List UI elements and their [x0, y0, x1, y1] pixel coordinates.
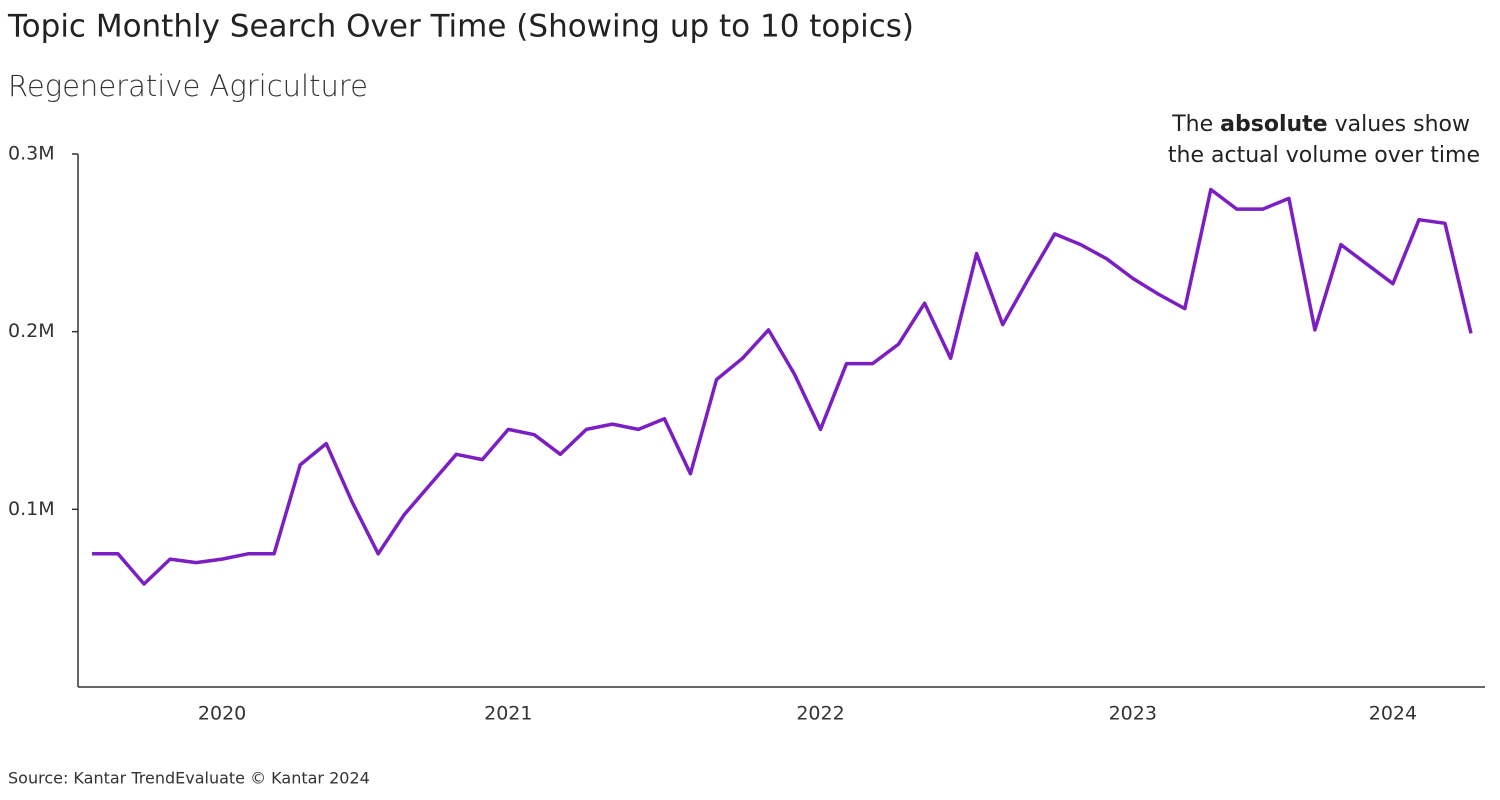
x-tick-label: 2023 [1109, 703, 1157, 725]
x-tick-label: 2024 [1369, 703, 1417, 725]
y-tick-label: 0.3M [8, 143, 55, 165]
annotation-text: The [1171, 112, 1213, 137]
chart-title: Topic Monthly Search Over Time (Showing … [7, 9, 914, 45]
chart-subtitle: Regenerative Agriculture [8, 69, 368, 103]
annotation: the actual volume over time [1168, 143, 1480, 168]
y-tick-label: 0.1M [8, 498, 55, 520]
data-line [92, 187, 1473, 586]
annotation: The absolute values show [1171, 112, 1470, 137]
x-tick-label: 2021 [484, 703, 532, 725]
x-tick-label: 2020 [198, 703, 246, 725]
source: Source: Kantar TrendEvaluate © Kantar 20… [8, 769, 370, 788]
annotation-text: absolute [1220, 112, 1327, 137]
annotation-text: values show [1335, 112, 1470, 137]
x-tick-label: 2022 [796, 703, 844, 725]
y-tick-label: 0.2M [8, 320, 55, 342]
